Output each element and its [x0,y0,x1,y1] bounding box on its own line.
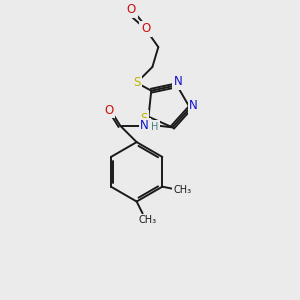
Text: CH₃: CH₃ [139,215,157,225]
Text: N: N [140,119,149,132]
Text: O: O [127,3,136,16]
Text: O: O [141,22,150,35]
Text: N: N [189,99,198,112]
Text: S: S [133,76,140,89]
Text: N: N [174,75,182,88]
Text: O: O [104,103,114,116]
Text: S: S [140,112,148,125]
Text: H: H [152,122,159,132]
Text: CH₃: CH₃ [173,185,191,195]
